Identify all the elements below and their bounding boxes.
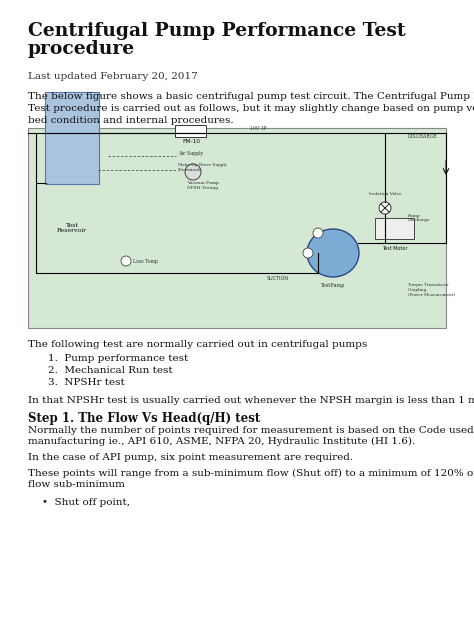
Circle shape	[379, 202, 391, 214]
FancyBboxPatch shape	[28, 128, 446, 328]
Text: flow sub-minimum: flow sub-minimum	[28, 480, 125, 489]
Circle shape	[185, 164, 201, 180]
FancyBboxPatch shape	[375, 217, 414, 238]
Text: Last updated February 20, 2017: Last updated February 20, 2017	[28, 72, 198, 81]
Text: 2.  Mechanical Run test: 2. Mechanical Run test	[48, 366, 173, 375]
Text: Make Up Water Supply
(Deionized): Make Up Water Supply (Deionized)	[178, 162, 227, 171]
Text: Normally the number of points required for measurement is based on the Code used: Normally the number of points required f…	[28, 426, 474, 435]
Text: Test
Reservoir: Test Reservoir	[57, 222, 87, 233]
FancyBboxPatch shape	[45, 92, 99, 184]
Circle shape	[121, 256, 131, 266]
Text: Test Motor: Test Motor	[382, 245, 408, 250]
Text: These points will range from a sub-minimum flow (Shut off) to a minimum of 120% : These points will range from a sub-minim…	[28, 469, 474, 478]
Text: Centrifugal Pump Performance Test: Centrifugal Pump Performance Test	[28, 22, 406, 40]
Text: 3.  NPSHr test: 3. NPSHr test	[48, 378, 125, 387]
Text: FM-10: FM-10	[182, 139, 200, 144]
Text: bed condition and internal procedures.: bed condition and internal procedures.	[28, 116, 234, 125]
Text: The below figure shows a basic centrifugal pump test circuit. The Centrifugal Pu: The below figure shows a basic centrifug…	[28, 92, 474, 101]
Text: Vacuum Pump
NPSH Testing: Vacuum Pump NPSH Testing	[187, 181, 219, 190]
Text: Test procedure is carried out as follows, but it may slightly change based on pu: Test procedure is carried out as follows…	[28, 104, 474, 113]
Ellipse shape	[307, 229, 359, 277]
Text: 1.  Pump performance test: 1. Pump performance test	[48, 354, 188, 363]
Text: •  Shut off point,: • Shut off point,	[42, 498, 130, 507]
Text: 100' IP: 100' IP	[250, 126, 266, 131]
Text: Pump
Discharge: Pump Discharge	[408, 214, 430, 222]
Text: manufacturing ie., API 610, ASME, NFPA 20, Hydraulic Institute (HI 1.6).: manufacturing ie., API 610, ASME, NFPA 2…	[28, 437, 415, 446]
Text: Step 1. The Flow Vs Head(q/H) test: Step 1. The Flow Vs Head(q/H) test	[28, 412, 260, 425]
Text: SUCTION: SUCTION	[267, 276, 289, 281]
Text: In the case of API pump, six point measurement are required.: In the case of API pump, six point measu…	[28, 453, 353, 462]
Circle shape	[303, 248, 313, 258]
Text: The following test are normally carried out in centrifugal pumps: The following test are normally carried …	[28, 340, 367, 349]
Text: Torque Transducer
Coupling
(Power Measurement): Torque Transducer Coupling (Power Measur…	[408, 283, 455, 296]
Circle shape	[313, 228, 323, 238]
FancyBboxPatch shape	[175, 125, 207, 137]
Text: Air Supply: Air Supply	[178, 152, 203, 157]
Text: Loss Temp: Loss Temp	[133, 258, 158, 264]
Text: Isolation Valve: Isolation Valve	[369, 192, 401, 196]
Text: TestPump: TestPump	[321, 283, 345, 288]
Text: procedure: procedure	[28, 40, 135, 58]
Text: In that NPSHr test is usually carried out whenever the NPSH margin is less than : In that NPSHr test is usually carried ou…	[28, 396, 474, 405]
Text: DISCHARGE: DISCHARGE	[408, 133, 438, 138]
